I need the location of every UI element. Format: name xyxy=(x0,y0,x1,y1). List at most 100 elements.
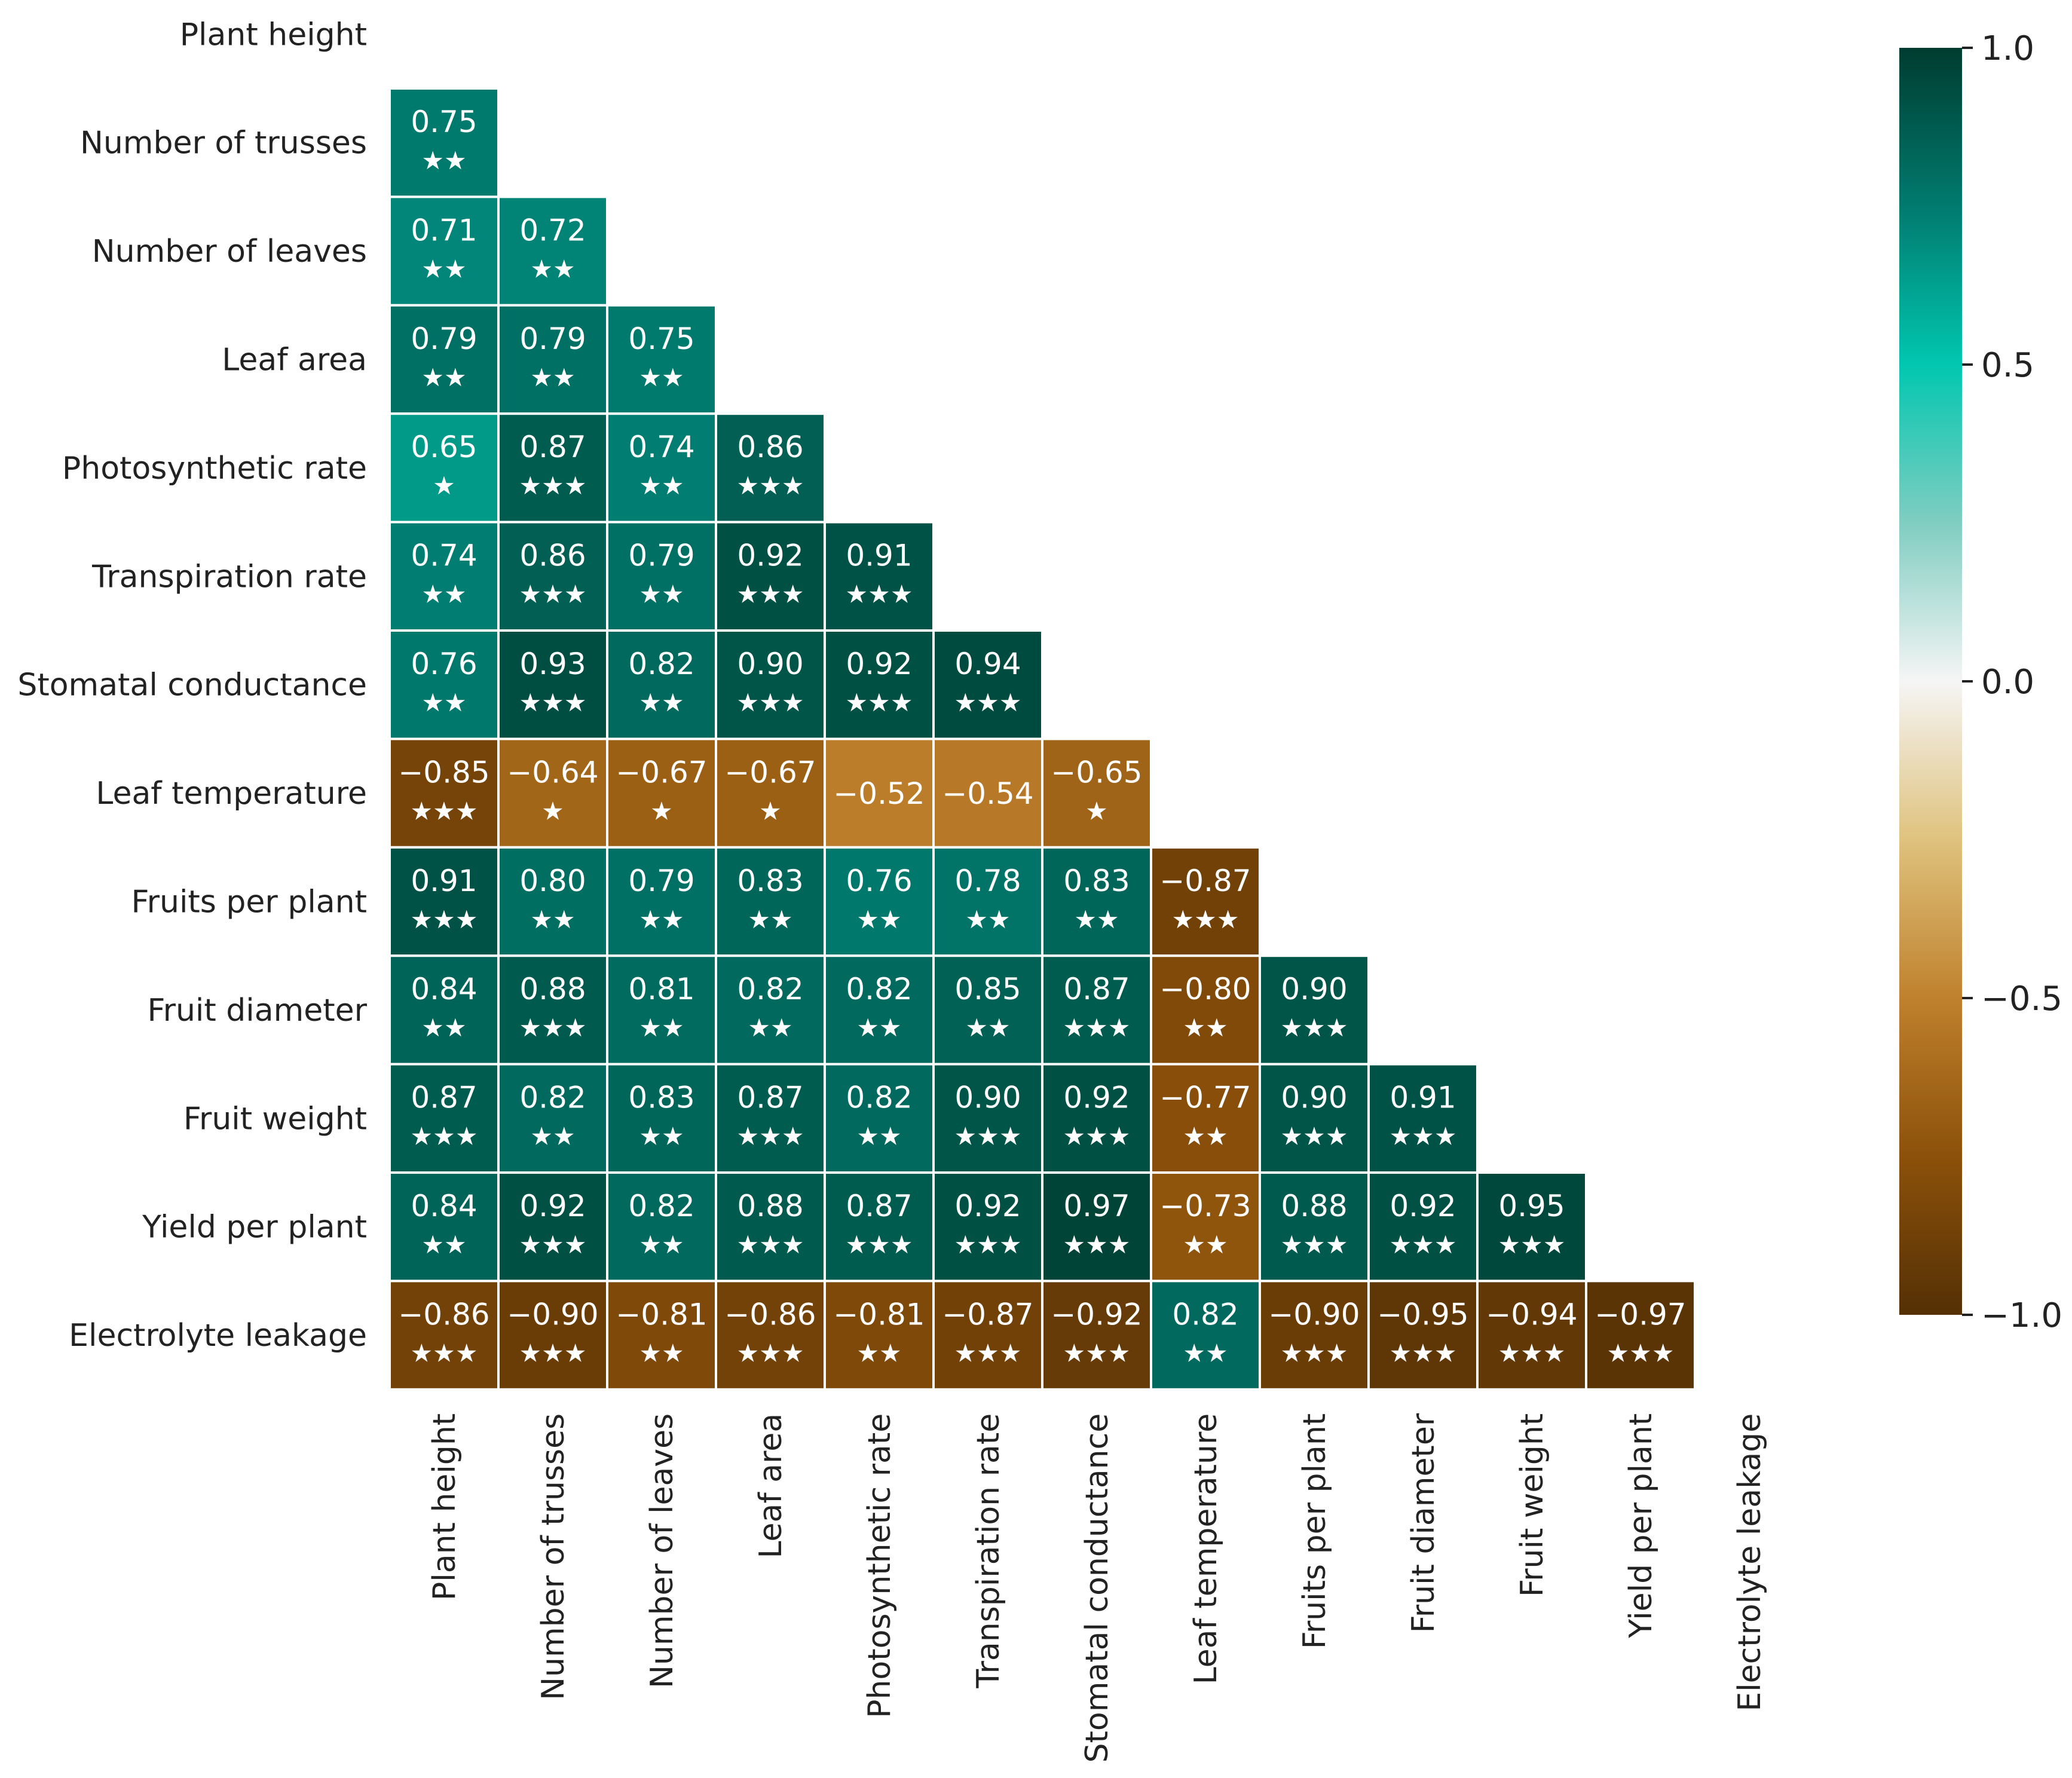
cell-value-label: 0.82 xyxy=(1172,1297,1238,1332)
heatmap-cell-fruit-weight-vs-fruits-per-plant: 0.90 ★★★ xyxy=(1259,1063,1370,1174)
heatmap-cell-electrolyte-leakage-vs-leaf-area: −0.86 ★★★ xyxy=(715,1280,826,1391)
cell-significance-stars: ★★★ xyxy=(954,688,1022,717)
y-tick-label-stomatal-conductance: Stomatal conductance xyxy=(17,668,367,703)
cell-significance-stars: ★★★ xyxy=(737,580,804,609)
cell-significance-stars: ★★★ xyxy=(411,796,478,825)
y-tick-label-fruit-diameter: Fruit diameter xyxy=(147,993,367,1029)
cell-significance-stars: ★★ xyxy=(639,905,684,934)
colorbar-tick-label: −1.0 xyxy=(1981,1296,2062,1335)
heatmap-cell-yield-per-plant-vs-transpiration-rate: 0.92 ★★★ xyxy=(932,1171,1043,1283)
cell-significance-stars: ★★ xyxy=(421,1230,466,1259)
cell-rect xyxy=(932,1063,1043,1174)
heatmap-cell-leaf-temperature-vs-number-of-trusses: −0.64 ★ xyxy=(497,737,608,849)
cell-value-label: 0.84 xyxy=(411,972,477,1006)
cell-value-label: −0.90 xyxy=(507,1297,598,1332)
cell-rect xyxy=(932,954,1043,1066)
cell-rect xyxy=(388,1171,500,1283)
colorbar-bar xyxy=(1899,48,1962,1315)
cell-rect xyxy=(1259,1280,1370,1391)
cell-significance-stars: ★★ xyxy=(1074,905,1119,934)
x-tick-label-transpiration-rate: Transpiration rate xyxy=(971,1413,1006,1689)
cell-value-label: 0.91 xyxy=(1390,1081,1456,1115)
cell-value-label: 0.82 xyxy=(628,1189,694,1223)
heatmap-cells: 0.75★★0.71★★0.72★★0.79★★0.79★★0.75★★0.65… xyxy=(388,87,1696,1391)
cell-value-label: −0.80 xyxy=(1159,972,1251,1006)
cell-rect xyxy=(1041,1280,1152,1391)
heatmap-cell-fruits-per-plant-vs-leaf-area: 0.83 ★★ xyxy=(715,846,826,957)
cell-significance-stars: ★ xyxy=(759,796,782,825)
cell-significance-stars: ★★★ xyxy=(519,471,587,500)
cell-rect xyxy=(497,521,608,632)
cell-value-label: 0.87 xyxy=(411,1081,477,1115)
x-tick-label-electrolyte-leakage: Electrolyte leakage xyxy=(1732,1413,1768,1712)
cell-value-label: 0.92 xyxy=(519,1189,586,1223)
cell-value-label: 0.87 xyxy=(519,430,586,464)
cell-significance-stars: ★★★ xyxy=(1063,1013,1131,1042)
cell-significance-stars: ★ xyxy=(541,796,564,825)
cell-value-label: −0.87 xyxy=(942,1297,1033,1332)
heatmap-cell-number-of-leaves-vs-plant-height: 0.71 ★★ xyxy=(388,195,500,307)
cell-significance-stars: ★★★ xyxy=(411,1122,478,1151)
cell-rect xyxy=(388,629,500,740)
cell-value-label: 0.92 xyxy=(846,647,912,681)
cell-value-label: 0.82 xyxy=(628,647,694,681)
cell-significance-stars: ★★ xyxy=(530,1122,575,1151)
heatmap-cell-yield-per-plant-vs-fruit-diameter: 0.92 ★★★ xyxy=(1367,1171,1479,1283)
cell-significance-stars: ★★ xyxy=(421,688,466,717)
cell-significance-stars: ★★ xyxy=(421,580,466,609)
cell-significance-stars: ★★★ xyxy=(954,1230,1022,1259)
cell-significance-stars: ★★★ xyxy=(519,688,587,717)
y-tick-label-number-of-trusses: Number of trusses xyxy=(80,126,367,161)
y-tick-label-leaf-area: Leaf area xyxy=(222,342,367,378)
heatmap-cell-yield-per-plant-vs-leaf-area: 0.88 ★★★ xyxy=(715,1171,826,1283)
cell-value-label: 0.76 xyxy=(846,864,912,898)
heatmap-cell-transpiration-rate-vs-leaf-area: 0.92 ★★★ xyxy=(715,521,826,632)
heatmap-cell-fruit-diameter-vs-number-of-leaves: 0.81 ★★ xyxy=(606,954,717,1066)
cell-significance-stars: ★★ xyxy=(530,905,575,934)
heatmap-cell-fruit-weight-vs-leaf-temperature: −0.77 ★★ xyxy=(1150,1063,1261,1174)
y-tick-label-photosynthetic-rate: Photosynthetic rate xyxy=(62,451,367,486)
cell-value-label: 0.74 xyxy=(628,430,694,464)
cell-significance-stars: ★★★ xyxy=(411,905,478,934)
cell-significance-stars: ★★ xyxy=(421,363,466,392)
cell-value-label: 0.82 xyxy=(846,972,912,1006)
heatmap-cell-yield-per-plant-vs-photosynthetic-rate: 0.87 ★★★ xyxy=(824,1171,935,1283)
cell-value-label: −0.81 xyxy=(616,1297,707,1332)
cell-rect xyxy=(1259,954,1370,1066)
heatmap-cell-fruit-diameter-vs-plant-height: 0.84 ★★ xyxy=(388,954,500,1066)
heatmap-cell-fruit-weight-vs-number-of-leaves: 0.83 ★★ xyxy=(606,1063,717,1174)
cell-significance-stars: ★★★ xyxy=(519,1230,587,1259)
cell-value-label: −0.77 xyxy=(1159,1081,1251,1115)
heatmap-cell-stomatal-conductance-vs-number-of-trusses: 0.93 ★★★ xyxy=(497,629,608,740)
y-tick-label-plant-height: Plant height xyxy=(180,17,367,53)
cell-rect xyxy=(1585,1280,1696,1391)
cell-rect xyxy=(1041,737,1152,849)
cell-value-label: 0.91 xyxy=(411,864,477,898)
cell-rect xyxy=(606,1063,717,1174)
heatmap-cell-yield-per-plant-vs-number-of-leaves: 0.82 ★★ xyxy=(606,1171,717,1283)
cell-significance-stars: ★★ xyxy=(748,905,792,934)
cell-rect xyxy=(824,629,935,740)
cell-rect xyxy=(715,1063,826,1174)
cell-rect xyxy=(388,1063,500,1174)
cell-significance-stars: ★★★ xyxy=(737,1338,804,1367)
x-tick-label-leaf-temperature: Leaf temperature xyxy=(1188,1413,1224,1685)
cell-rect xyxy=(715,1280,826,1391)
cell-significance-stars: ★★★ xyxy=(519,580,587,609)
cell-rect xyxy=(388,87,500,198)
x-tick-label-plant-height: Plant height xyxy=(427,1413,463,1600)
cell-significance-stars: ★★★ xyxy=(1063,1122,1131,1151)
x-axis-tick-labels: Plant height Number of trusses Number of l… xyxy=(427,1413,1768,1762)
cell-value-label: −0.64 xyxy=(507,755,598,789)
cell-significance-stars: ★★★ xyxy=(737,1122,804,1151)
cell-value-label: 0.74 xyxy=(411,538,477,573)
cell-significance-stars: ★★★ xyxy=(737,1230,804,1259)
cell-value-label: 0.90 xyxy=(954,1081,1021,1115)
cell-value-label: 0.90 xyxy=(1281,972,1347,1006)
heatmap-cell-fruit-weight-vs-photosynthetic-rate: 0.82 ★★ xyxy=(824,1063,935,1174)
cell-rect xyxy=(1259,1063,1370,1174)
cell-value-label: −0.86 xyxy=(398,1297,489,1332)
cell-significance-stars: ★ xyxy=(1085,796,1108,825)
cell-significance-stars: ★★ xyxy=(639,688,684,717)
cell-value-label: −0.94 xyxy=(1486,1297,1577,1332)
